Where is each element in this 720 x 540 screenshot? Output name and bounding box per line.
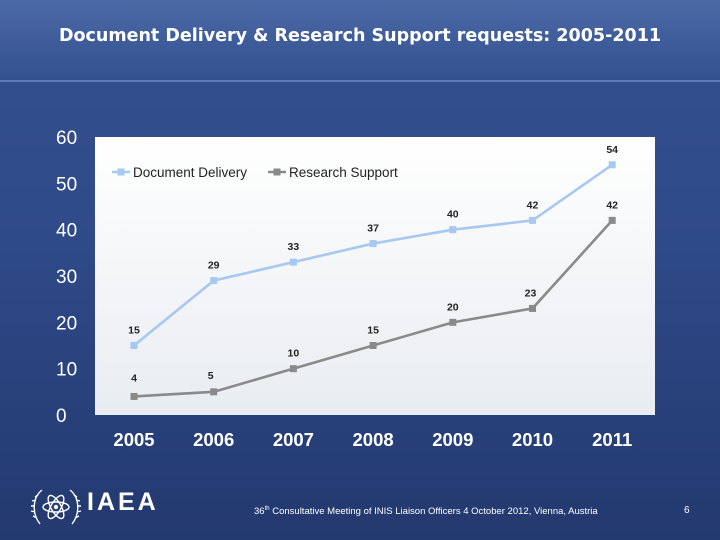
- document-delivery-point: [210, 277, 218, 285]
- research-support-legend-marker: [273, 168, 281, 176]
- y-tick-label: 40: [56, 221, 77, 242]
- document-delivery-point: [130, 342, 138, 349]
- footer-meeting-text: Consultative Meeting of INIS Liaison Off…: [269, 506, 598, 518]
- document-delivery-data-label: 33: [288, 241, 300, 253]
- research-support-data-label: 23: [525, 287, 537, 299]
- document-delivery-data-label: 29: [208, 260, 220, 272]
- document-delivery-point: [369, 240, 377, 248]
- research-support-data-label: 20: [447, 301, 459, 313]
- page-number: 6: [684, 505, 690, 516]
- title-bar: [0, 0, 720, 82]
- x-tick-label: 2010: [512, 429, 553, 450]
- document-delivery-data-label: 37: [367, 223, 379, 235]
- document-delivery-point: [608, 161, 616, 169]
- slide-title: Document Delivery & Research Support req…: [58, 26, 662, 46]
- research-support-point: [130, 392, 138, 400]
- research-support-point: [289, 365, 297, 373]
- research-support-data-label: 42: [606, 199, 618, 211]
- research-support-point: [608, 216, 616, 224]
- x-tick-label: 2011: [592, 429, 632, 450]
- document-delivery-data-label: 54: [606, 144, 618, 156]
- research-support-legend-label: Research Support: [289, 165, 398, 180]
- x-tick-label: 2009: [432, 429, 473, 450]
- footer-ordinal-suffix: th: [264, 506, 270, 512]
- y-tick-label: 10: [56, 360, 77, 381]
- x-tick-label: 2006: [193, 429, 234, 450]
- y-tick-label: 60: [56, 128, 77, 149]
- document-delivery-data-label: 42: [527, 199, 539, 211]
- footer-ordinal: 36: [254, 506, 265, 518]
- research-support-point: [529, 304, 536, 312]
- y-tick-label: 0: [56, 406, 67, 427]
- document-delivery-data-label: 40: [447, 209, 459, 221]
- research-support-data-label: 10: [288, 348, 300, 360]
- iaea-logo-icon: [30, 484, 82, 530]
- research-support-data-label: 5: [208, 370, 214, 382]
- x-tick-label: 2005: [113, 429, 154, 450]
- y-tick-label: 20: [56, 313, 77, 334]
- research-support-data-label: 4: [131, 372, 137, 384]
- iaea-wordmark: IAEA: [87, 488, 159, 516]
- document-delivery-data-label: 15: [128, 325, 140, 337]
- research-support-point: [369, 342, 377, 349]
- research-support-point: [210, 388, 218, 396]
- document-delivery-legend-marker: [117, 168, 125, 176]
- document-delivery-point: [529, 216, 536, 224]
- y-tick-label: 50: [56, 174, 77, 195]
- document-delivery-point: [449, 226, 457, 234]
- footer-text: 36th Consultative Meeting of INIS Liaiso…: [254, 506, 598, 517]
- research-support-data-label: 15: [367, 325, 379, 337]
- document-delivery-point: [289, 258, 297, 266]
- research-support-point: [449, 318, 457, 326]
- document-delivery-legend-label: Document Delivery: [133, 165, 247, 180]
- y-tick-label: 30: [56, 267, 77, 288]
- x-tick-label: 2007: [273, 429, 314, 450]
- x-tick-label: 2008: [353, 429, 394, 450]
